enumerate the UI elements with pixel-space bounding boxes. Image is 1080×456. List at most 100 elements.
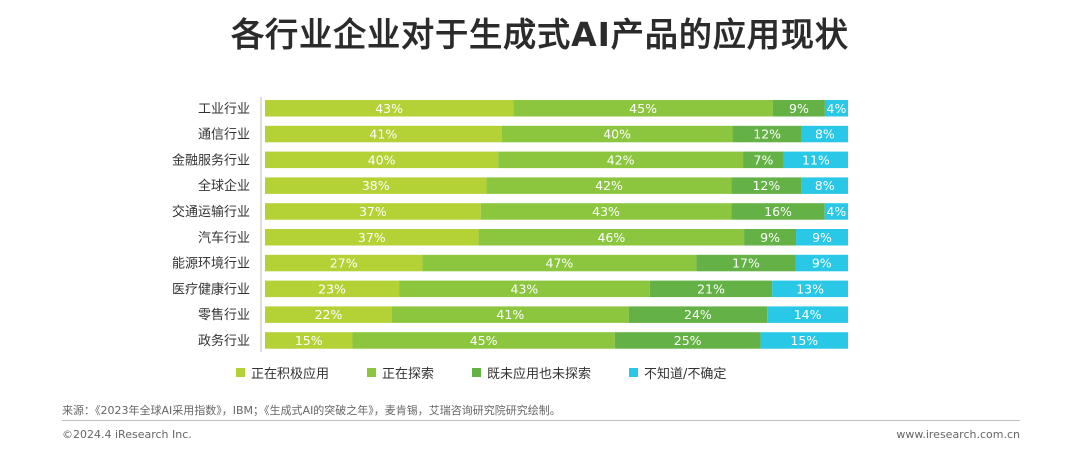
chart-legend: 正在积极应用 正在探索 既未应用也未探索 不知道/不确定 (236, 363, 764, 382)
category-label: 工业行业 (198, 102, 250, 117)
stacked-bar-chart: 工业行业 43% 45% 9% 4% 通信行业 41% 40% 12% 8% 金融服务行业 40% 42… (172, 97, 848, 352)
bar-segment (743, 151, 784, 169)
bar-value-label: 15% (790, 333, 818, 348)
copyright-text: ©2024.4 iResearch Inc. (62, 428, 192, 441)
bar-value-label: 8% (815, 178, 835, 193)
bar-segment (352, 332, 615, 349)
category-label: 政务行业 (198, 333, 250, 349)
bar-value-label: 7% (754, 152, 774, 167)
bar-value-label: 43% (592, 204, 620, 219)
bar-value-label: 45% (629, 101, 657, 116)
bar-value-label: 17% (732, 256, 760, 271)
bar-value-label: 46% (597, 230, 625, 245)
website-text: www.iresearch.com.cn (896, 428, 1020, 441)
bar-value-label: 41% (369, 127, 397, 142)
bar-segment (767, 306, 848, 323)
category-label: 零售行业 (198, 307, 250, 323)
category-label: 交通运输行业 (172, 204, 250, 220)
category-label: 全球企业 (198, 178, 250, 194)
bar-value-label: 12% (753, 127, 781, 142)
bar-segment (265, 203, 481, 220)
bar-segment (501, 125, 733, 143)
legend-swatch (236, 368, 245, 377)
bar-segment (265, 280, 400, 298)
category-label: 汽车行业 (198, 230, 250, 246)
bar-value-label: 27% (330, 256, 358, 271)
bar-value-label: 37% (359, 204, 387, 219)
bar-segment (480, 203, 732, 220)
legend-swatch (367, 368, 377, 377)
bar-segment (772, 100, 825, 117)
legend-label: 正在探索 (382, 367, 435, 382)
category-label: 金融服务行业 (172, 152, 250, 168)
legend-item: 正在积极应用 (236, 363, 329, 382)
category-label: 医疗健康行业 (172, 281, 250, 297)
bar-segment (731, 177, 802, 194)
bar-value-label: 12% (752, 178, 780, 193)
bar-value-label: 37% (358, 230, 386, 245)
bar-segment (478, 229, 745, 246)
bar-segment (265, 254, 423, 272)
bar-segment (795, 254, 848, 272)
category-label: 能源环境行业 (172, 257, 250, 272)
bar-segment (498, 151, 744, 169)
bar-segment (265, 332, 353, 349)
legend-swatch (472, 368, 482, 377)
legend-item: 不知道/不确定 (629, 363, 726, 382)
bar-segment (265, 306, 392, 323)
bar-segment (731, 203, 825, 220)
bar-segment (486, 177, 732, 194)
bar-segment (399, 280, 650, 298)
bar-value-label: 25% (674, 333, 702, 348)
bar-value-label: 13% (796, 281, 824, 296)
bar-segment (513, 100, 773, 117)
bar-segment (422, 254, 697, 272)
bar-value-label: 21% (697, 281, 725, 296)
bar-segment (824, 203, 848, 220)
bar-value-label: 42% (595, 178, 623, 193)
bar-value-label: 9% (812, 256, 832, 271)
bar-segment (783, 151, 848, 169)
bar-value-label: 9% (812, 230, 832, 245)
bar-value-label: 11% (802, 152, 830, 167)
footer-divider (62, 420, 1020, 421)
bar-value-label: 40% (368, 152, 396, 167)
bar-value-label: 4% (826, 204, 846, 219)
bar-value-label: 4% (827, 101, 847, 116)
bar-value-label: 40% (603, 127, 631, 142)
bar-value-label: 23% (318, 281, 346, 296)
bar-segment (824, 100, 848, 117)
bar-value-label: 9% (789, 101, 809, 116)
bar-segment (801, 177, 848, 194)
bar-segment (744, 229, 797, 246)
bar-segment (265, 125, 502, 143)
bar-value-label: 14% (794, 307, 822, 322)
bar-segment (265, 229, 479, 246)
bar-segment (732, 125, 802, 143)
bar-value-label: 42% (607, 152, 635, 167)
bar-segment (649, 280, 773, 298)
bar-segment (265, 100, 514, 117)
bar-value-label: 41% (496, 307, 524, 322)
bar-segment (696, 254, 796, 272)
bar-segment (265, 151, 499, 169)
bar-segment (796, 229, 848, 246)
bar-segment (772, 280, 848, 298)
legend-item: 既未应用也未探索 (472, 363, 591, 382)
bar-value-label: 47% (546, 256, 574, 271)
legend-label: 不知道/不确定 (644, 367, 727, 382)
bar-value-label: 45% (470, 333, 498, 348)
legend-label: 既未应用也未探索 (487, 367, 592, 382)
category-label: 通信行业 (198, 128, 250, 143)
bar-value-label: 16% (764, 204, 792, 219)
legend-label: 正在积极应用 (251, 367, 330, 382)
bar-segment (265, 177, 487, 194)
bar-segment (628, 306, 768, 323)
bar-value-label: 22% (315, 307, 343, 322)
bar-value-label: 24% (684, 307, 712, 322)
bar-value-label: 43% (511, 281, 539, 296)
bar-segment (391, 306, 629, 323)
bar-value-label: 43% (375, 101, 403, 116)
bar-value-label: 15% (295, 333, 323, 348)
bar-value-label: 9% (760, 230, 780, 245)
